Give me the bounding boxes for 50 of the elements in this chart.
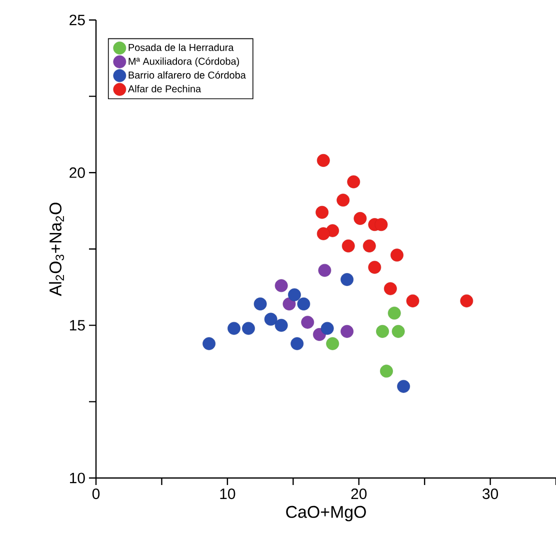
y-axis-title: Al$_{2}$O$_{3}$+Na$_{2}$O bbox=[49, 202, 64, 296]
point bbox=[318, 264, 332, 277]
x-axis-title: CaO+MgO bbox=[286, 506, 366, 522]
point bbox=[202, 337, 216, 350]
point bbox=[274, 279, 288, 292]
x-tick-label: 20 bbox=[351, 488, 367, 500]
x-tick-label: 0 bbox=[92, 488, 100, 500]
point bbox=[380, 364, 393, 378]
legend-label: Posada de la Herradura bbox=[128, 44, 234, 52]
point bbox=[320, 322, 334, 335]
point bbox=[316, 227, 330, 240]
y-tick-label: 25 bbox=[70, 14, 85, 26]
point bbox=[388, 306, 401, 320]
point bbox=[354, 212, 367, 225]
x-tick-label: 30 bbox=[482, 488, 498, 500]
point bbox=[368, 260, 382, 274]
point bbox=[290, 337, 304, 350]
point bbox=[347, 175, 360, 188]
legend-label: Mª Auxiliadora (Córdoba) bbox=[128, 57, 239, 67]
point bbox=[316, 154, 330, 167]
point bbox=[336, 194, 350, 207]
y-tick-label: 20 bbox=[70, 167, 85, 178]
point bbox=[397, 380, 410, 393]
point bbox=[376, 324, 389, 338]
point bbox=[326, 337, 340, 350]
point bbox=[340, 324, 354, 338]
point bbox=[316, 206, 329, 219]
point bbox=[460, 294, 474, 308]
point bbox=[264, 312, 278, 326]
point bbox=[390, 248, 404, 262]
point bbox=[254, 298, 267, 310]
point bbox=[282, 298, 296, 310]
legend-label: Barrio alfarero de Córdoba bbox=[128, 71, 246, 79]
point bbox=[301, 316, 314, 329]
point bbox=[242, 322, 255, 335]
point bbox=[384, 282, 397, 296]
point bbox=[288, 288, 301, 302]
x-tick-label: 10 bbox=[220, 488, 236, 500]
point bbox=[297, 298, 310, 310]
point bbox=[374, 218, 388, 232]
point bbox=[406, 294, 420, 308]
point bbox=[392, 324, 405, 338]
point bbox=[228, 322, 240, 335]
point bbox=[362, 239, 376, 252]
y-tick-label: 15 bbox=[70, 320, 85, 331]
legend-label: Alfar de Pechina bbox=[128, 85, 202, 92]
point bbox=[274, 318, 288, 332]
point bbox=[342, 239, 355, 252]
point bbox=[340, 273, 354, 286]
y-tick-label: 10 bbox=[70, 472, 85, 484]
